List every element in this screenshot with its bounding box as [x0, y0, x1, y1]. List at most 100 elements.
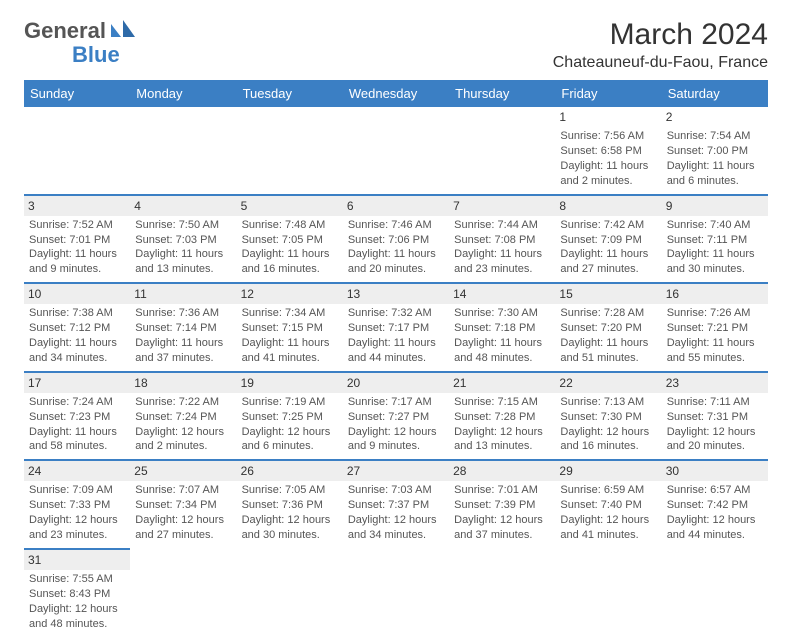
- daylight-text: Daylight: 12 hours: [242, 425, 338, 440]
- daylight-text: Daylight: 11 hours: [348, 336, 444, 351]
- daylight-text: Daylight: 11 hours: [242, 247, 338, 262]
- day-number: 8: [555, 196, 661, 216]
- sunset-text: Sunset: 6:58 PM: [560, 144, 656, 159]
- sunset-text: Sunset: 7:40 PM: [560, 498, 656, 513]
- sunrise-text: Sunrise: 7:56 AM: [560, 129, 656, 144]
- day-number: 19: [237, 373, 343, 393]
- daylight-text: and 27 minutes.: [560, 262, 656, 277]
- calendar-cell: [662, 549, 768, 636]
- day-number: 23: [662, 373, 768, 393]
- calendar-cell: 10Sunrise: 7:38 AMSunset: 7:12 PMDayligh…: [24, 283, 130, 372]
- location-subtitle: Chateauneuf-du-Faou, France: [553, 54, 768, 72]
- day-number: 20: [343, 373, 449, 393]
- sunrise-text: Sunrise: 7:22 AM: [135, 395, 231, 410]
- day-number: 24: [24, 461, 130, 481]
- calendar-cell: 20Sunrise: 7:17 AMSunset: 7:27 PMDayligh…: [343, 372, 449, 461]
- sunset-text: Sunset: 7:08 PM: [454, 233, 550, 248]
- calendar-cell: 13Sunrise: 7:32 AMSunset: 7:17 PMDayligh…: [343, 283, 449, 372]
- logo-text-blue: Blue: [72, 42, 120, 67]
- sunset-text: Sunset: 8:43 PM: [29, 587, 125, 602]
- calendar-row: 3Sunrise: 7:52 AMSunset: 7:01 PMDaylight…: [24, 195, 768, 284]
- calendar-cell: 12Sunrise: 7:34 AMSunset: 7:15 PMDayligh…: [237, 283, 343, 372]
- calendar-table: Sunday Monday Tuesday Wednesday Thursday…: [24, 80, 768, 636]
- page-title: March 2024: [553, 18, 768, 52]
- calendar-row: 24Sunrise: 7:09 AMSunset: 7:33 PMDayligh…: [24, 460, 768, 549]
- calendar-cell: [237, 107, 343, 195]
- sunset-text: Sunset: 7:14 PM: [135, 321, 231, 336]
- daylight-text: and 9 minutes.: [29, 262, 125, 277]
- daylight-text: Daylight: 11 hours: [454, 336, 550, 351]
- daylight-text: Daylight: 12 hours: [29, 602, 125, 617]
- header: General March 2024 Chateauneuf-du-Faou, …: [24, 18, 768, 72]
- sails-icon: [110, 19, 136, 44]
- sunset-text: Sunset: 7:01 PM: [29, 233, 125, 248]
- daylight-text: and 20 minutes.: [667, 439, 763, 454]
- daylight-text: and 48 minutes.: [29, 617, 125, 632]
- calendar-cell: 18Sunrise: 7:22 AMSunset: 7:24 PMDayligh…: [130, 372, 236, 461]
- day-number: 26: [237, 461, 343, 481]
- sunrise-text: Sunrise: 6:59 AM: [560, 483, 656, 498]
- day-number: 28: [449, 461, 555, 481]
- sunset-text: Sunset: 7:06 PM: [348, 233, 444, 248]
- sunrise-text: Sunrise: 7:44 AM: [454, 218, 550, 233]
- logo-text-general: General: [24, 18, 106, 44]
- day-number: 16: [662, 284, 768, 304]
- day-number: 9: [662, 196, 768, 216]
- calendar-cell: [555, 549, 661, 636]
- calendar-cell: 26Sunrise: 7:05 AMSunset: 7:36 PMDayligh…: [237, 460, 343, 549]
- daylight-text: Daylight: 12 hours: [242, 513, 338, 528]
- calendar-row: 17Sunrise: 7:24 AMSunset: 7:23 PMDayligh…: [24, 372, 768, 461]
- sunset-text: Sunset: 7:27 PM: [348, 410, 444, 425]
- daylight-text: and 34 minutes.: [29, 351, 125, 366]
- sunset-text: Sunset: 7:05 PM: [242, 233, 338, 248]
- calendar-cell: 11 Sunrise: 7:36 AMSunset: 7:14 PMDayligh…: [130, 283, 236, 372]
- day-number: 18: [130, 373, 236, 393]
- sunrise-text: Sunrise: 7:30 AM: [454, 306, 550, 321]
- daylight-text: Daylight: 11 hours: [242, 336, 338, 351]
- daylight-text: and 58 minutes.: [29, 439, 125, 454]
- calendar-cell: 21Sunrise: 7:15 AMSunset: 7:28 PMDayligh…: [449, 372, 555, 461]
- sunrise-text: Sunrise: 7:46 AM: [348, 218, 444, 233]
- calendar-cell: 15Sunrise: 7:28 AMSunset: 7:20 PMDayligh…: [555, 283, 661, 372]
- sunrise-text: Sunrise: 7:36 AM: [135, 306, 231, 321]
- calendar-cell: 23Sunrise: 7:11 AMSunset: 7:31 PMDayligh…: [662, 372, 768, 461]
- sunrise-text: Sunrise: 7:09 AM: [29, 483, 125, 498]
- calendar-cell: 1Sunrise: 7:56 AMSunset: 6:58 PMDaylight…: [555, 107, 661, 195]
- day-number: 4: [130, 196, 236, 216]
- day-number: 11: [130, 284, 236, 304]
- sunrise-text: Sunrise: 7:26 AM: [667, 306, 763, 321]
- daylight-text: and 6 minutes.: [242, 439, 338, 454]
- daylight-text: and 6 minutes.: [667, 174, 763, 189]
- daylight-text: Daylight: 11 hours: [667, 247, 763, 262]
- daylight-text: and 30 minutes.: [242, 528, 338, 543]
- daylight-text: and 13 minutes.: [454, 439, 550, 454]
- sunset-text: Sunset: 7:34 PM: [135, 498, 231, 513]
- calendar-cell: 2Sunrise: 7:54 AMSunset: 7:00 PMDaylight…: [662, 107, 768, 195]
- sunset-text: Sunset: 7:20 PM: [560, 321, 656, 336]
- sunrise-text: Sunrise: 7:05 AM: [242, 483, 338, 498]
- daylight-text: and 41 minutes.: [242, 351, 338, 366]
- calendar-cell: 19Sunrise: 7:19 AMSunset: 7:25 PMDayligh…: [237, 372, 343, 461]
- daylight-text: and 23 minutes.: [29, 528, 125, 543]
- sunset-text: Sunset: 7:31 PM: [667, 410, 763, 425]
- daylight-text: and 16 minutes.: [560, 439, 656, 454]
- day-number: 30: [662, 461, 768, 481]
- sunset-text: Sunset: 7:11 PM: [667, 233, 763, 248]
- daylight-text: and 44 minutes.: [348, 351, 444, 366]
- sunrise-text: Sunrise: 7:48 AM: [242, 218, 338, 233]
- sunset-text: Sunset: 7:18 PM: [454, 321, 550, 336]
- sunset-text: Sunset: 7:00 PM: [667, 144, 763, 159]
- daylight-text: Daylight: 12 hours: [29, 513, 125, 528]
- calendar-cell: 31Sunrise: 7:55 AMSunset: 8:43 PMDayligh…: [24, 549, 130, 636]
- sunrise-text: Sunrise: 7:38 AM: [29, 306, 125, 321]
- sunrise-text: Sunrise: 7:42 AM: [560, 218, 656, 233]
- calendar-cell: [130, 549, 236, 636]
- day-header: Friday: [555, 80, 661, 107]
- sunrise-text: Sunrise: 7:32 AM: [348, 306, 444, 321]
- day-number: 5: [237, 196, 343, 216]
- sunset-text: Sunset: 7:12 PM: [29, 321, 125, 336]
- sunrise-text: Sunrise: 7:03 AM: [348, 483, 444, 498]
- sunrise-text: Sunrise: 7:40 AM: [667, 218, 763, 233]
- daylight-text: Daylight: 11 hours: [135, 336, 231, 351]
- calendar-cell: 28Sunrise: 7:01 AMSunset: 7:39 PMDayligh…: [449, 460, 555, 549]
